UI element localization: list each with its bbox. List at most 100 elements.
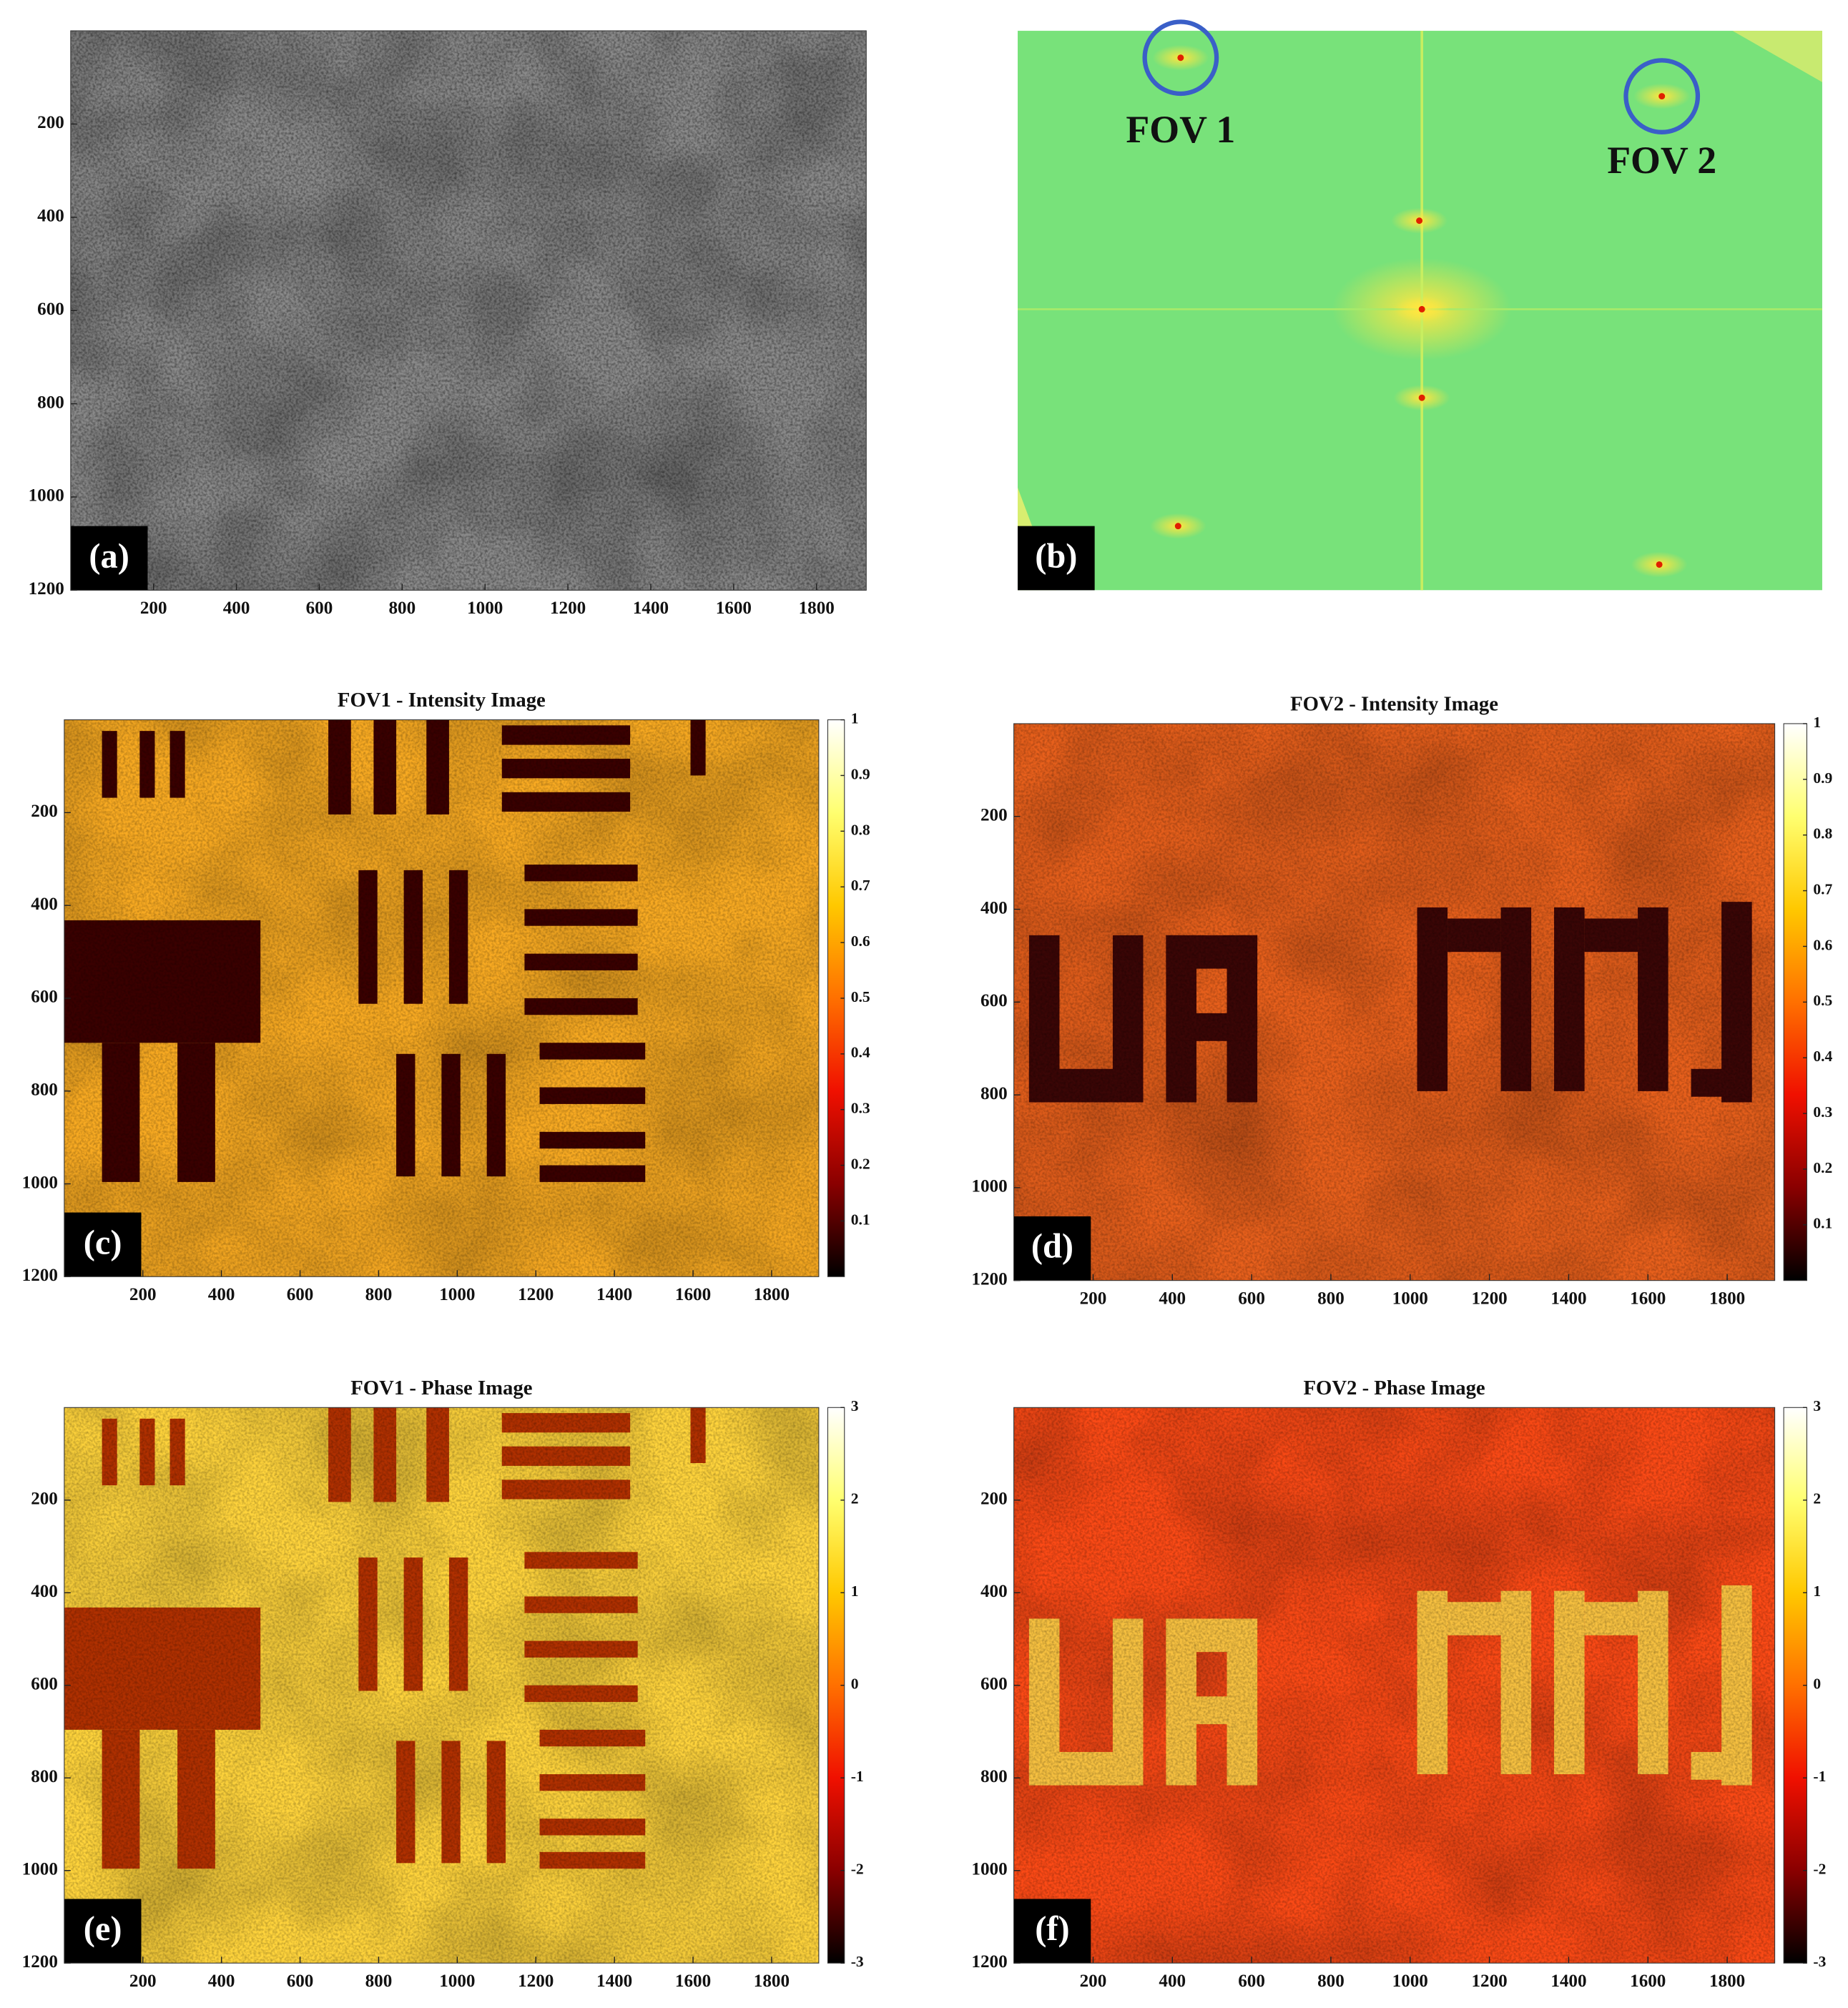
x-tick-label: 1200 bbox=[1471, 1972, 1507, 1991]
y-tick-label: 1200 bbox=[971, 1269, 1007, 1289]
speckle bbox=[64, 719, 819, 1277]
panel-label-box bbox=[70, 526, 148, 591]
x-tick-label: 1200 bbox=[1471, 1289, 1507, 1308]
speckle bbox=[1013, 1407, 1775, 1964]
colorbar-tick-label: 0.5 bbox=[1813, 992, 1832, 1009]
colorbar-tick-label: -3 bbox=[851, 1953, 864, 1970]
peak bbox=[1174, 523, 1181, 530]
peak bbox=[1177, 54, 1184, 61]
panel-label: (d) bbox=[1031, 1228, 1073, 1266]
y-tick-label: 1200 bbox=[971, 1952, 1007, 1972]
colorbar-tick-label: 0.8 bbox=[851, 821, 870, 838]
panel-title: FOV2 - Phase Image bbox=[1304, 1377, 1485, 1399]
y-tick-label: 600 bbox=[31, 988, 58, 1007]
x-tick-label: 1200 bbox=[550, 599, 586, 618]
colorbar-tick-label: 0.2 bbox=[851, 1155, 870, 1172]
fov-circle bbox=[1623, 58, 1701, 134]
panel-label-box bbox=[1013, 1216, 1091, 1281]
x-tick-label: 1000 bbox=[1392, 1289, 1428, 1308]
peak bbox=[1418, 394, 1425, 401]
x-tick-label: 200 bbox=[129, 1972, 157, 1991]
plot-frame bbox=[1013, 723, 1776, 1281]
speckle bbox=[1013, 723, 1775, 1281]
plot-frame bbox=[64, 1407, 820, 1964]
colorbar-tick-label: 2 bbox=[1813, 1490, 1821, 1507]
x-tick-label: 1400 bbox=[596, 1285, 632, 1304]
x-tick-label: 1200 bbox=[518, 1285, 554, 1304]
y-tick-label: 200 bbox=[31, 1490, 58, 1509]
speckle bbox=[70, 31, 867, 591]
colorbar-tick-label: -3 bbox=[1813, 1953, 1826, 1970]
y-tick-label: 600 bbox=[980, 991, 1008, 1010]
x-tick-label: 200 bbox=[1080, 1972, 1107, 1991]
colorbar-tick-label: 1 bbox=[1813, 1583, 1821, 1600]
x-tick-label: 1800 bbox=[1709, 1972, 1745, 1991]
colorbar-tick-label: 2 bbox=[851, 1490, 859, 1507]
panel-label: (c) bbox=[84, 1224, 122, 1261]
y-tick-label: 800 bbox=[31, 1767, 58, 1786]
panel-label-box bbox=[1017, 526, 1095, 591]
peak bbox=[1658, 93, 1666, 100]
colorbar-tick-label: 0.5 bbox=[851, 988, 870, 1005]
colorbar-tick-label: 3 bbox=[1813, 1397, 1821, 1414]
colorbar-tick-label: 0.7 bbox=[851, 877, 870, 894]
x-tick-label: 1000 bbox=[1392, 1972, 1428, 1991]
x-tick-label: 1400 bbox=[596, 1972, 632, 1991]
colorbar-tick-label: 1 bbox=[851, 1583, 859, 1600]
peak bbox=[1416, 217, 1423, 225]
x-tick-label: 600 bbox=[1238, 1289, 1265, 1308]
x-tick-label: 1800 bbox=[754, 1285, 790, 1304]
colorbar-tick-label: 0.8 bbox=[1813, 825, 1832, 842]
plot-frame bbox=[1013, 1407, 1776, 1964]
x-tick-label: 1600 bbox=[1630, 1972, 1666, 1991]
y-tick-label: 200 bbox=[37, 113, 64, 132]
x-tick-label: 1600 bbox=[675, 1972, 711, 1991]
x-tick-label: 800 bbox=[365, 1972, 393, 1991]
y-tick-label: 200 bbox=[980, 806, 1008, 825]
colorbar-tick-label: 3 bbox=[851, 1397, 859, 1414]
panel-label-box bbox=[64, 1212, 142, 1277]
x-tick-label: 400 bbox=[208, 1285, 235, 1304]
colorbar-tick-label: -1 bbox=[1813, 1768, 1826, 1785]
colorbar-tick-label: 0.4 bbox=[851, 1044, 870, 1061]
image-panel bbox=[1013, 723, 1775, 1281]
y-tick-label: 800 bbox=[31, 1080, 58, 1099]
peak bbox=[1656, 561, 1663, 568]
x-tick-label: 800 bbox=[365, 1285, 393, 1304]
panel-label: (b) bbox=[1035, 537, 1077, 575]
y-tick-label: 800 bbox=[37, 393, 64, 412]
x-tick-label: 400 bbox=[1159, 1972, 1186, 1991]
panel-label-box bbox=[64, 1899, 142, 1964]
peak bbox=[1418, 305, 1425, 312]
colorbar-tick-label: -2 bbox=[851, 1861, 864, 1878]
colorbar-tick-label: 0 bbox=[1813, 1675, 1821, 1693]
x-tick-label: 1800 bbox=[799, 599, 835, 618]
x-tick-label: 200 bbox=[129, 1285, 157, 1304]
x-tick-label: 200 bbox=[1080, 1289, 1107, 1308]
fov-circle bbox=[1142, 19, 1219, 97]
x-tick-label: 1200 bbox=[518, 1972, 554, 1991]
colorbar-tick-label: 0.1 bbox=[851, 1211, 870, 1228]
y-tick-label: 600 bbox=[31, 1675, 58, 1694]
x-tick-label: 1600 bbox=[675, 1285, 711, 1304]
y-tick-label: 1000 bbox=[22, 1173, 58, 1192]
x-tick-label: 1800 bbox=[754, 1972, 790, 1991]
panel-title: FOV1 - Intensity Image bbox=[338, 689, 546, 712]
image-panel bbox=[1017, 31, 1822, 591]
colorbar-tick-label: 0.2 bbox=[1813, 1159, 1832, 1176]
x-tick-label: 1000 bbox=[439, 1285, 475, 1304]
y-tick-label: 1000 bbox=[971, 1859, 1007, 1879]
image-panel bbox=[1013, 1407, 1775, 1964]
y-tick-label: 800 bbox=[980, 1767, 1008, 1786]
x-tick-label: 1600 bbox=[716, 599, 752, 618]
y-tick-label: 200 bbox=[31, 802, 58, 821]
colorbar-tick-label: 0.6 bbox=[1813, 936, 1832, 953]
x-tick-label: 1600 bbox=[1630, 1289, 1666, 1308]
y-tick-label: 600 bbox=[980, 1675, 1008, 1694]
y-tick-label: 1000 bbox=[29, 486, 64, 506]
panel-label: (a) bbox=[89, 537, 129, 575]
colorbar-tick-label: 0.4 bbox=[1813, 1048, 1832, 1065]
colorbar-tick-label: 0.3 bbox=[851, 1100, 870, 1117]
colorbar-tick-label: 0.7 bbox=[1813, 881, 1832, 898]
y-tick-label: 1000 bbox=[22, 1859, 58, 1879]
